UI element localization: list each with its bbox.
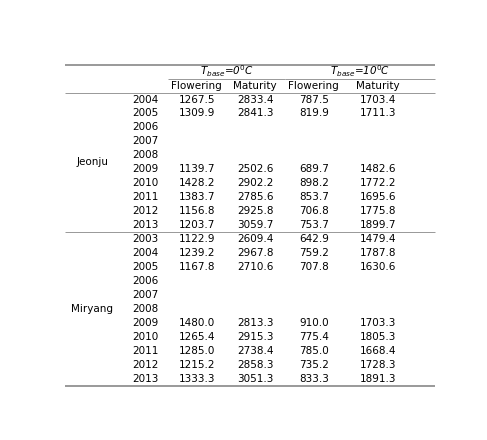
Text: 853.7: 853.7 <box>299 192 329 202</box>
Text: 642.9: 642.9 <box>299 234 329 244</box>
Text: 1265.4: 1265.4 <box>179 332 215 342</box>
Text: 2738.4: 2738.4 <box>237 346 274 356</box>
Text: 759.2: 759.2 <box>299 248 329 258</box>
Text: 787.5: 787.5 <box>299 95 329 105</box>
Text: Flowering: Flowering <box>171 81 222 91</box>
Text: 1772.2: 1772.2 <box>360 178 396 188</box>
Text: 2006: 2006 <box>132 122 159 132</box>
Text: 706.8: 706.8 <box>299 206 329 216</box>
Text: 1899.7: 1899.7 <box>360 220 396 230</box>
Text: 753.7: 753.7 <box>299 220 329 230</box>
Text: 1703.3: 1703.3 <box>360 318 396 328</box>
Text: 2925.8: 2925.8 <box>237 206 274 216</box>
Text: 2003: 2003 <box>132 234 159 244</box>
Text: 1711.3: 1711.3 <box>360 109 396 118</box>
Text: 1239.2: 1239.2 <box>179 248 215 258</box>
Text: 2009: 2009 <box>132 318 159 328</box>
Text: 2005: 2005 <box>132 262 159 272</box>
Text: 1333.3: 1333.3 <box>179 374 215 384</box>
Text: 3059.7: 3059.7 <box>237 220 273 230</box>
Text: 2010: 2010 <box>132 178 159 188</box>
Text: 2609.4: 2609.4 <box>237 234 273 244</box>
Text: 775.4: 775.4 <box>299 332 329 342</box>
Text: 1805.3: 1805.3 <box>360 332 396 342</box>
Text: 2006: 2006 <box>132 276 159 286</box>
Text: 1215.2: 1215.2 <box>179 359 215 370</box>
Text: 2915.3: 2915.3 <box>237 332 274 342</box>
Text: 1775.8: 1775.8 <box>360 206 396 216</box>
Text: 2710.6: 2710.6 <box>237 262 273 272</box>
Text: 819.9: 819.9 <box>299 109 329 118</box>
Text: 2785.6: 2785.6 <box>237 192 274 202</box>
Text: 2902.2: 2902.2 <box>237 178 273 188</box>
Text: 2833.4: 2833.4 <box>237 95 274 105</box>
Text: Maturity: Maturity <box>233 81 277 91</box>
Text: 2004: 2004 <box>132 95 159 105</box>
Text: 2007: 2007 <box>132 136 159 147</box>
Text: 1703.4: 1703.4 <box>360 95 396 105</box>
Text: 833.3: 833.3 <box>299 374 329 384</box>
Text: 2013: 2013 <box>132 374 159 384</box>
Text: 2007: 2007 <box>132 290 159 300</box>
Text: 2008: 2008 <box>132 150 159 160</box>
Text: 785.0: 785.0 <box>299 346 329 356</box>
Text: 2841.3: 2841.3 <box>237 109 274 118</box>
Text: 1482.6: 1482.6 <box>360 164 396 174</box>
Text: 2967.8: 2967.8 <box>237 248 274 258</box>
Text: 1267.5: 1267.5 <box>179 95 215 105</box>
Text: 898.2: 898.2 <box>299 178 329 188</box>
Text: 1668.4: 1668.4 <box>360 346 396 356</box>
Text: 1695.6: 1695.6 <box>360 192 396 202</box>
Text: 2012: 2012 <box>132 359 159 370</box>
Text: 689.7: 689.7 <box>299 164 329 174</box>
Text: T$_{\mathit{base}}$=0$^{0}$C: T$_{\mathit{base}}$=0$^{0}$C <box>200 64 254 80</box>
Text: 1285.0: 1285.0 <box>179 346 215 356</box>
Text: 1309.9: 1309.9 <box>179 109 215 118</box>
Text: 2858.3: 2858.3 <box>237 359 274 370</box>
Text: 2502.6: 2502.6 <box>237 164 273 174</box>
Text: 1630.6: 1630.6 <box>360 262 396 272</box>
Text: 1428.2: 1428.2 <box>179 178 215 188</box>
Text: 2008: 2008 <box>132 304 159 314</box>
Text: 1787.8: 1787.8 <box>360 248 396 258</box>
Text: 910.0: 910.0 <box>299 318 329 328</box>
Text: 1139.7: 1139.7 <box>179 164 215 174</box>
Text: Jeonju: Jeonju <box>76 158 108 167</box>
Text: 2004: 2004 <box>132 248 159 258</box>
Text: 2012: 2012 <box>132 206 159 216</box>
Text: 2011: 2011 <box>132 346 159 356</box>
Text: T$_{\mathit{base}}$=10$^{0}$C: T$_{\mathit{base}}$=10$^{0}$C <box>330 64 390 80</box>
Text: 735.2: 735.2 <box>299 359 329 370</box>
Text: 1167.8: 1167.8 <box>179 262 215 272</box>
Text: 1479.4: 1479.4 <box>360 234 396 244</box>
Text: Miryang: Miryang <box>71 304 113 314</box>
Text: 1156.8: 1156.8 <box>179 206 215 216</box>
Text: 1728.3: 1728.3 <box>360 359 396 370</box>
Text: Flowering: Flowering <box>288 81 339 91</box>
Text: 1122.9: 1122.9 <box>179 234 215 244</box>
Text: 1891.3: 1891.3 <box>360 374 396 384</box>
Text: 2013: 2013 <box>132 220 159 230</box>
Text: 2009: 2009 <box>132 164 159 174</box>
Text: 1480.0: 1480.0 <box>179 318 215 328</box>
Text: 707.8: 707.8 <box>299 262 329 272</box>
Text: 2813.3: 2813.3 <box>237 318 274 328</box>
Text: 1383.7: 1383.7 <box>179 192 215 202</box>
Text: Maturity: Maturity <box>356 81 400 91</box>
Text: 2005: 2005 <box>132 109 159 118</box>
Text: 2010: 2010 <box>132 332 159 342</box>
Text: 1203.7: 1203.7 <box>179 220 215 230</box>
Text: 3051.3: 3051.3 <box>237 374 273 384</box>
Text: 2011: 2011 <box>132 192 159 202</box>
